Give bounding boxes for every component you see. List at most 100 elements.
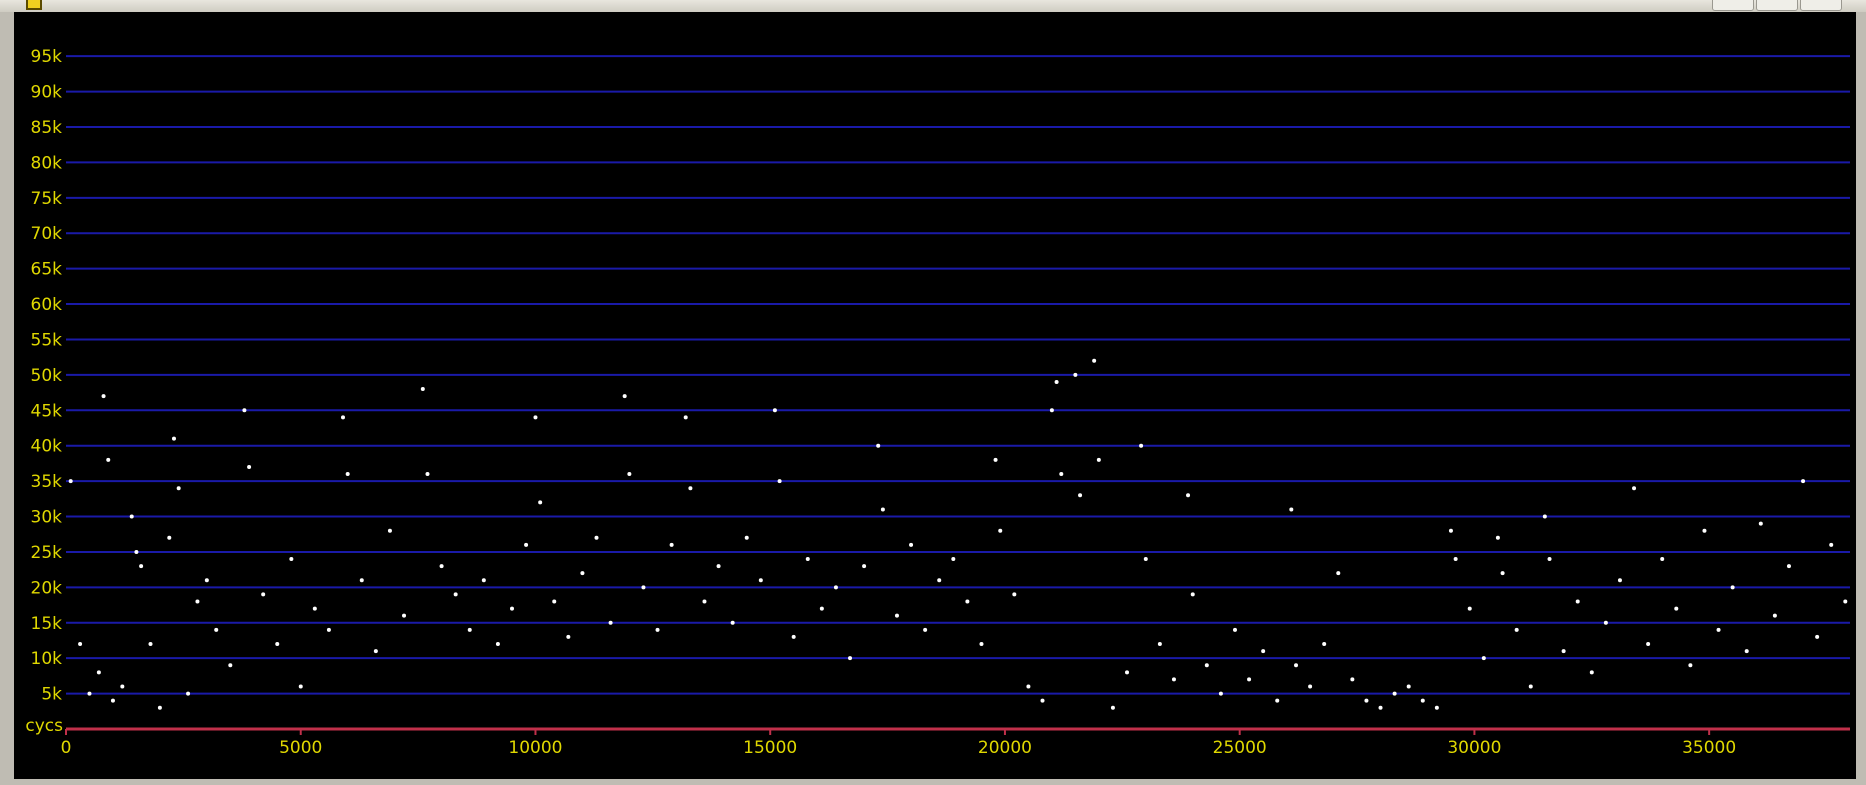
data-point [1786,564,1791,569]
data-point [1247,677,1252,682]
title-bar [0,0,1866,12]
data-point [420,387,425,392]
scatter-plot-area[interactable]: 5k 10k 15k 20k 25k 30k 35k 40k 45k 50k 55k 60k 65k 70… [14,12,1856,779]
data-point [1702,528,1707,533]
y-tick-label: 30k [31,508,63,528]
data-point [1322,642,1327,647]
maximize-button[interactable] [1756,0,1798,11]
data-point [467,627,472,632]
data-point [1829,542,1834,547]
y-tick-label: 35k [31,472,63,492]
data-point [533,415,538,420]
data-point [1843,599,1848,604]
data-point [683,415,688,420]
data-point [1294,663,1299,668]
data-point [1026,684,1031,689]
data-point [998,528,1003,533]
data-point [171,436,176,441]
data-point [68,479,73,484]
data-point [641,585,646,590]
data-point [777,479,782,484]
data-point [1078,493,1083,498]
data-point [580,571,585,576]
data-point [1364,698,1369,703]
x-tick-label: 0 [61,738,72,758]
data-point [979,642,984,647]
data-point [1218,691,1223,696]
y-tick-label: 45k [31,401,63,421]
data-point [1448,528,1453,533]
data-point [1758,521,1763,526]
data-point [876,443,881,448]
data-point [1186,493,1191,498]
data-point [1575,599,1580,604]
data-point [566,634,571,639]
y-tick-label: 75k [31,189,63,209]
data-point [937,578,942,583]
data-point [1632,486,1637,491]
data-point [909,542,914,547]
data-point [1040,698,1045,703]
data-point [1125,670,1130,675]
data-point [1289,507,1294,512]
data-point [1261,649,1266,654]
data-point [1589,670,1594,675]
x-tick-label: 25000 [1213,738,1267,758]
data-point [819,606,824,611]
data-point [688,486,693,491]
data-point [923,627,928,632]
data-point [702,599,707,604]
data-point [1012,592,1017,597]
data-point [744,535,749,540]
data-point [1190,592,1195,597]
data-point [1232,627,1237,632]
data-point [716,564,721,569]
data-point [134,549,139,554]
data-point [1528,684,1533,689]
app-icon [26,0,42,10]
data-point [524,542,529,547]
y-axis-label: cycs [25,716,63,736]
minimize-button[interactable] [1712,0,1754,11]
data-point [510,606,514,611]
x-tick-label: 35000 [1682,738,1736,758]
data-point [1772,613,1777,618]
data-point [1171,677,1176,682]
data-point [345,472,350,477]
data-point [1453,557,1458,562]
scatter-chart: 5k 10k 15k 20k 25k 30k 35k 40k 45k 50k 55k 60k 65k 70… [25,47,1850,758]
data-point [1744,649,1749,654]
close-button[interactable] [1800,0,1842,11]
data-point [1815,634,1820,639]
data-point [848,656,853,661]
data-point [157,705,162,710]
data-point [1143,557,1148,562]
y-tick-label: 80k [31,153,63,173]
data-point [167,535,172,540]
data-point [425,472,430,477]
data-point [1350,677,1355,682]
data-point [805,557,810,562]
data-point [538,500,543,505]
data-point [1646,642,1651,647]
data-point [608,620,613,625]
data-point [326,627,331,632]
data-point [481,578,486,583]
data-point [622,394,627,399]
y-tick-label: 5k [41,685,62,705]
data-point [1603,620,1608,625]
y-tick-label: 95k [31,47,63,67]
data-point [453,592,458,597]
data-point [176,486,181,491]
data-point [655,627,660,632]
data-point [1617,578,1622,583]
data-point [1547,557,1552,562]
data-point [101,394,106,399]
window-frame-left [0,12,14,785]
data-point [1420,698,1425,703]
data-point [312,606,317,611]
data-point [1730,585,1735,590]
data-point [387,528,392,533]
y-tick-label: 10k [31,649,63,669]
data-point [1096,457,1101,462]
